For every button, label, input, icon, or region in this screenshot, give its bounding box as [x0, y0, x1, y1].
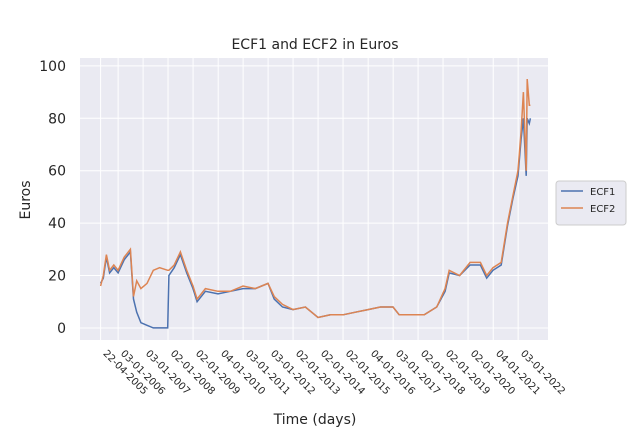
legend-label: ECF2 — [590, 204, 615, 215]
series-line — [99, 78, 531, 319]
legend-box — [555, 180, 627, 226]
y-tick-label: 40 — [48, 216, 66, 232]
y-tick-label: 80 — [48, 111, 66, 127]
y-axis-label: Euros — [18, 180, 34, 219]
grid — [80, 58, 548, 340]
y-tick-label: 60 — [48, 164, 66, 180]
y-tick-label: 100 — [39, 59, 66, 75]
legend-label: ECF1 — [590, 187, 615, 198]
x-axis-label: Time (days) — [273, 412, 357, 428]
chart-title: ECF1 and ECF2 in Euros — [231, 37, 398, 53]
y-tick-label: 20 — [48, 269, 66, 285]
y-tick-label: 0 — [57, 321, 66, 337]
legend: ECF1 ECF2 — [555, 180, 627, 226]
lines — [99, 78, 532, 329]
plot-area — [80, 58, 548, 340]
